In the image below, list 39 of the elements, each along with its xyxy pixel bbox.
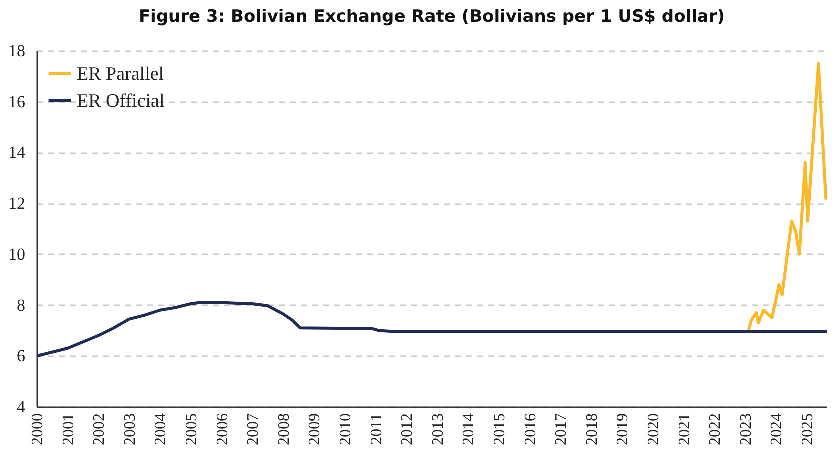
x-tick-label: 2023	[738, 414, 755, 446]
x-tick-label: 2012	[399, 414, 416, 446]
y-tick-label: 6	[17, 346, 26, 366]
x-tick-label: 2018	[584, 414, 601, 446]
x-tick-label: 2007	[245, 414, 262, 446]
x-tick-label: 2002	[91, 414, 108, 446]
x-tick-label: 2001	[60, 414, 78, 446]
x-tick-label: 2003	[122, 414, 139, 446]
x-tick-label: 2022	[707, 414, 724, 446]
chart-title: Figure 3: Bolivian Exchange Rate (Bolivians per 1 US$ dollar)	[138, 7, 726, 27]
line-series	[37, 301, 827, 358]
y-tick-label: 14	[8, 143, 26, 162]
x-tick-label: 2008	[276, 414, 293, 446]
x-tick-label: 2021	[676, 414, 694, 446]
x-tick-label: 2011	[368, 414, 386, 445]
x-tick-label: 2015	[491, 414, 508, 446]
y-tick-label: 16	[8, 92, 26, 112]
x-tick-label: 2000	[30, 414, 46, 446]
y-tick-label: 10	[8, 244, 26, 264]
x-tick-label: 2024	[768, 414, 786, 446]
x-tick-label: 2004	[152, 414, 170, 446]
x-tick-label: 2025	[799, 414, 816, 446]
legend-label: ER Parallel	[77, 64, 164, 85]
x-tick-label: 2009	[306, 414, 324, 446]
y-tick-label: 18	[8, 42, 26, 60]
y-tick-label: 12	[8, 194, 26, 214]
x-tick-label: 2013	[430, 414, 447, 446]
x-tick-label: 2014	[460, 414, 478, 446]
x-tick-label: 2006	[214, 414, 232, 446]
x-tick-label: 2019	[614, 414, 632, 446]
x-tick-label: 2016	[522, 414, 540, 446]
x-tick-label: 2005	[183, 414, 200, 446]
x-tick-label: 2017	[553, 414, 570, 446]
x-tick-label: 2020	[645, 414, 662, 446]
line-series	[747, 62, 827, 332]
y-tick-label: 4	[17, 398, 26, 416]
y-tick-label: 8	[17, 296, 26, 315]
x-tick-label: 2010	[337, 414, 354, 446]
legend-label: ER Official	[77, 91, 165, 112]
